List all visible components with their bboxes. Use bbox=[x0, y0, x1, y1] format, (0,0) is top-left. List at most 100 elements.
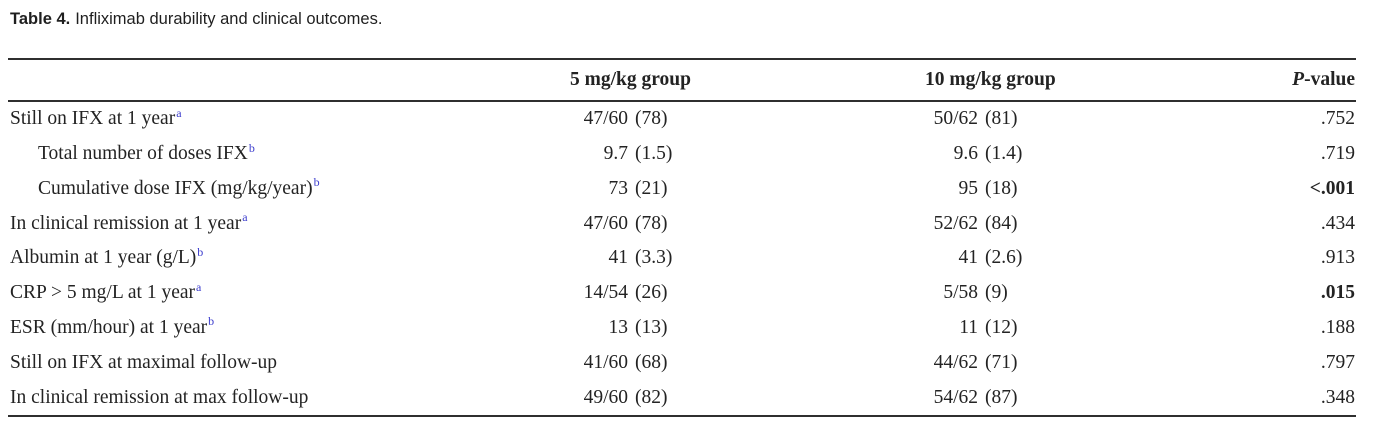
value-main: 50/62 bbox=[933, 108, 978, 130]
footnote-marker: b bbox=[197, 244, 204, 259]
value-paren: (84) bbox=[985, 212, 1018, 234]
footnote-marker: b bbox=[248, 140, 255, 155]
table-row: In clinical remission at max follow-up 4… bbox=[8, 380, 1356, 415]
value-paren: (71) bbox=[985, 351, 1018, 373]
value-main: 54/62 bbox=[933, 386, 978, 408]
row-label: In clinical remission at 1 year bbox=[10, 212, 242, 234]
value-5mg: 49/60 (82) bbox=[500, 387, 848, 409]
value-paren: (68) bbox=[635, 351, 668, 373]
value-paren: (2.6) bbox=[985, 247, 1023, 269]
caption-text: Infliximab durability and clinical outco… bbox=[75, 10, 383, 28]
value-paren: (12) bbox=[985, 316, 1018, 338]
value-5mg: 41 (3.3) bbox=[500, 247, 848, 269]
value-paren: (18) bbox=[985, 177, 1018, 199]
value-main: 47/60 bbox=[583, 212, 628, 234]
value-main: 52/62 bbox=[933, 212, 978, 234]
footnote-marker: a bbox=[242, 210, 248, 225]
outcomes-table: 5 mg/kg group 10 mg/kg group P-value Sti… bbox=[8, 58, 1356, 417]
value-10mg: 9.6 (1.4) bbox=[848, 143, 1198, 165]
row-label: Albumin at 1 year (g/L) bbox=[10, 247, 197, 269]
p-value: .913 bbox=[1320, 247, 1355, 269]
table-row: Still on IFX at maximal follow-up 41/60 (… bbox=[8, 345, 1356, 380]
value-paren: (78) bbox=[635, 108, 668, 130]
row-label-cell: Cumulative dose IFX (mg/kg/year)b bbox=[8, 175, 500, 200]
row-label: Still on IFX at 1 year bbox=[10, 108, 176, 130]
table-row: In clinical remission at 1 yeara 47/60 (7… bbox=[8, 206, 1356, 241]
value-main: 41 bbox=[958, 247, 979, 269]
p-value: .348 bbox=[1320, 386, 1355, 408]
row-label-cell: Still on IFX at maximal follow-up bbox=[8, 352, 500, 374]
value-main: 9.7 bbox=[603, 143, 628, 165]
row-label-cell: Still on IFX at 1 yeara bbox=[8, 107, 500, 130]
value-paren: (87) bbox=[985, 386, 1018, 408]
p-value: .188 bbox=[1320, 316, 1355, 338]
value-paren: (1.5) bbox=[635, 143, 673, 165]
value-10mg: 44/62 (71) bbox=[848, 352, 1198, 374]
value-paren: (1.4) bbox=[985, 143, 1023, 165]
value-10mg: 41 (2.6) bbox=[848, 247, 1198, 269]
column-header-5mg: 5 mg/kg group bbox=[570, 69, 691, 90]
value-paren: (9) bbox=[985, 282, 1008, 304]
value-5mg: 73 (21) bbox=[500, 178, 848, 200]
column-header-pvalue: P-value bbox=[1198, 69, 1356, 91]
value-5mg: 13 (13) bbox=[500, 317, 848, 339]
value-paren: (3.3) bbox=[635, 247, 673, 269]
p-value: .434 bbox=[1320, 212, 1355, 234]
row-label-cell: CRP > 5 mg/L at 1 yeara bbox=[8, 279, 500, 304]
value-10mg: 5/58 (9) bbox=[848, 282, 1198, 304]
p-value: <.001 bbox=[1309, 177, 1355, 199]
value-main: 41/60 bbox=[583, 351, 628, 373]
table-row: Still on IFX at 1 yeara 47/60 (78) 50/62 (… bbox=[8, 102, 1356, 137]
table-row: Albumin at 1 year (g/L)b 41 (3.3) 41 (2.6)… bbox=[8, 241, 1356, 276]
p-rest: -value bbox=[1304, 69, 1355, 90]
value-10mg: 95 (18) bbox=[848, 178, 1198, 200]
value-5mg: 9.7 (1.5) bbox=[500, 143, 848, 165]
row-label-cell: In clinical remission at max follow-up bbox=[8, 387, 500, 409]
row-label: CRP > 5 mg/L at 1 year bbox=[10, 282, 196, 304]
value-paren: (26) bbox=[635, 282, 668, 304]
p-value: .719 bbox=[1320, 143, 1355, 165]
footnote-marker: b bbox=[313, 175, 320, 190]
footnote-marker: b bbox=[208, 314, 215, 329]
row-label-cell: Total number of doses IFXb bbox=[8, 140, 500, 165]
value-10mg: 54/62 (87) bbox=[848, 387, 1198, 409]
value-main: 44/62 bbox=[933, 351, 978, 373]
value-main: 13 bbox=[608, 316, 629, 338]
value-paren: (82) bbox=[635, 386, 668, 408]
row-label: Total number of doses IFX bbox=[38, 143, 248, 165]
row-label: In clinical remission at max follow-up bbox=[10, 386, 309, 408]
row-label-cell: Albumin at 1 year (g/L)b bbox=[8, 244, 500, 269]
value-paren: (21) bbox=[635, 177, 668, 199]
row-label: Cumulative dose IFX (mg/kg/year) bbox=[38, 177, 313, 199]
row-label: ESR (mm/hour) at 1 year bbox=[10, 316, 208, 338]
value-5mg: 41/60 (68) bbox=[500, 352, 848, 374]
value-main: 5/58 bbox=[943, 282, 978, 304]
value-5mg: 14/54 (26) bbox=[500, 282, 848, 304]
value-main: 95 bbox=[958, 177, 979, 199]
value-main: 47/60 bbox=[583, 108, 628, 130]
value-5mg: 47/60 (78) bbox=[500, 108, 848, 130]
p-value: .797 bbox=[1320, 351, 1355, 373]
footnote-marker: a bbox=[196, 279, 202, 294]
p-italic: P bbox=[1292, 69, 1305, 90]
table-number: Table 4. bbox=[10, 10, 71, 28]
value-10mg: 50/62 (81) bbox=[848, 108, 1198, 130]
value-main: 73 bbox=[608, 177, 629, 199]
value-main: 41 bbox=[608, 247, 629, 269]
p-value: .015 bbox=[1320, 282, 1355, 304]
value-main: 49/60 bbox=[583, 386, 628, 408]
value-main: 14/54 bbox=[583, 282, 628, 304]
value-10mg: 11 (12) bbox=[848, 317, 1198, 339]
table-caption: Table 4. Infliximab durability and clinic… bbox=[10, 8, 382, 30]
value-10mg: 52/62 (84) bbox=[848, 213, 1198, 235]
value-paren: (13) bbox=[635, 316, 668, 338]
row-label-cell: In clinical remission at 1 yeara bbox=[8, 210, 500, 235]
value-5mg: 47/60 (78) bbox=[500, 213, 848, 235]
value-main: 9.6 bbox=[953, 143, 978, 165]
value-main: 11 bbox=[959, 316, 978, 338]
value-paren: (81) bbox=[985, 108, 1018, 130]
table-row: Total number of doses IFXb 9.7 (1.5) 9.6 (… bbox=[8, 137, 1356, 172]
row-label: Still on IFX at maximal follow-up bbox=[10, 351, 278, 373]
table-header-row: 5 mg/kg group 10 mg/kg group P-value bbox=[8, 58, 1356, 102]
table-row: Cumulative dose IFX (mg/kg/year)b 73 (21)… bbox=[8, 172, 1356, 207]
